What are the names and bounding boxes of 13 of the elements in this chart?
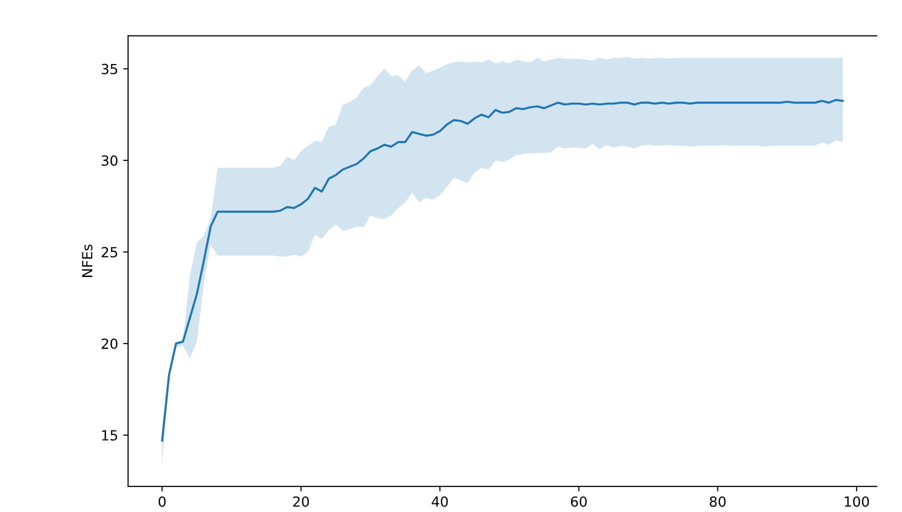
y-tick-label: 35 (102, 64, 118, 74)
x-tick-label: 60 (570, 496, 587, 507)
x-tick-label: 20 (293, 496, 309, 507)
x-tick-label: 80 (710, 496, 726, 507)
y-axis-title: NFEs (82, 244, 92, 277)
x-tick-label: 40 (432, 496, 448, 507)
y-tick-label: 25 (102, 246, 118, 258)
y-tick-label: 20 (102, 338, 118, 350)
y-tick-label: 30 (102, 155, 118, 166)
y-tick-label: 15 (102, 430, 118, 441)
line-series (161, 98, 844, 442)
x-tick-label: 0 (158, 496, 166, 507)
x-tick-label: 100 (844, 496, 869, 507)
